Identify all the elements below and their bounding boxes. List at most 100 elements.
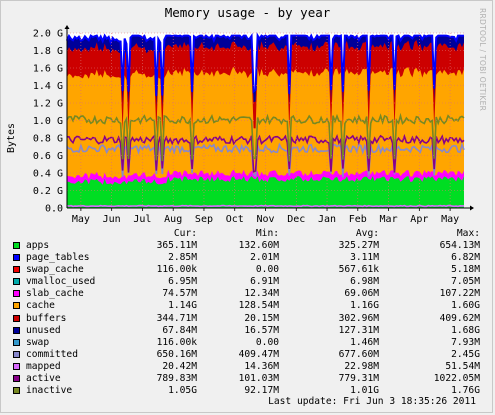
legend-min: 6.91M [250, 276, 279, 288]
legend-max: 5.18M [451, 264, 480, 276]
legend-swatch [13, 242, 20, 249]
legend-cur: 1.14G [168, 300, 197, 312]
legend-cur: 2.85M [168, 252, 197, 264]
x-axis-arrow [470, 205, 474, 211]
legend-name: mapped [26, 360, 61, 372]
x-tick-label: Jan [318, 214, 336, 225]
legend-cur: 116.00k [156, 336, 197, 348]
legend-name: apps [26, 240, 50, 251]
y-tick-label: 1.8 G [33, 46, 63, 57]
legend-min: 12.34M [244, 288, 279, 300]
line-committed [66, 142, 465, 178]
y-tick-label: 1.6 G [33, 64, 63, 75]
legend-min: 20.15M [244, 312, 279, 324]
legend-cur: 344.71M [156, 312, 197, 324]
legend-avg: 302.96M [338, 312, 379, 324]
y-tick-label: 0.8 G [33, 134, 63, 145]
y-axis-label: Bytes [6, 123, 17, 153]
legend-header-cur: Cur: [173, 228, 197, 239]
legend-swatch [13, 266, 20, 274]
legend-min: 92.17M [244, 385, 279, 397]
legend-avg: 567.61k [338, 264, 379, 276]
x-tick-label: Sep [195, 214, 213, 225]
y-tick-label: 2.0 G [33, 29, 63, 40]
line-mapped [66, 204, 464, 208]
legend-name: vmalloc_used [26, 276, 96, 288]
y-tick-label: 0.6 G [33, 151, 63, 162]
legend-swatch [13, 278, 20, 286]
legend-swatch [13, 314, 20, 322]
legend-min: 409.47M [238, 348, 279, 360]
legend-min: 0.00 [255, 264, 279, 276]
legend-avg: 22.98M [344, 360, 379, 372]
legend-name: committed [26, 348, 78, 360]
legend-max: 51.54M [445, 360, 480, 372]
legend-avg: 1.01G [350, 385, 379, 397]
legend-cur: 6.95M [168, 276, 197, 288]
y-tick-label: 1.0 G [33, 116, 63, 127]
legend-min: 16.57M [244, 324, 279, 336]
x-tick-label: Dec [287, 214, 305, 225]
legend-name: cache [26, 300, 55, 312]
chart-title: Memory usage - by year [164, 5, 331, 20]
legend-swatch [13, 350, 20, 358]
x-tick-label: Feb [349, 214, 367, 225]
x-tick-label: Aug [164, 214, 182, 225]
line-inactive [66, 112, 465, 162]
legend-min: 2.01M [250, 252, 279, 264]
legend-max: 1022.05M [433, 373, 480, 385]
rrdtool-credit: RRDTOOL / TOBI OETIKER [478, 8, 487, 112]
line-active [67, 133, 465, 173]
legend-name: inactive [26, 385, 73, 397]
x-tick-label: Oct [226, 214, 244, 225]
legend-name: swap [26, 336, 50, 348]
legend-header-max: Max: [456, 228, 480, 239]
legend-cur: 20.42M [162, 360, 197, 372]
legend-avg: 325.27M [338, 240, 379, 251]
legend-max: 654.13M [439, 240, 480, 251]
legend-cur: 789.83M [156, 373, 197, 385]
legend-max: 2.45G [451, 348, 480, 360]
legend-max: 1.76G [451, 385, 480, 397]
legend-cur: 74.57M [162, 288, 197, 300]
legend-swatch [13, 302, 20, 310]
legend-swatch [13, 338, 20, 346]
legend-min: 132.60M [238, 240, 279, 251]
legend-swatch [13, 326, 20, 334]
legend-cur: 116.00k [156, 264, 197, 276]
y-tick-label: 1.2 G [33, 99, 63, 110]
legend-max: 7.05M [451, 276, 480, 288]
legend-name: slab_cache [26, 288, 84, 300]
legend-cur: 365.11M [156, 240, 197, 251]
legend-header-min: Min: [255, 228, 279, 239]
y-tick-label: 0.2 G [33, 186, 63, 197]
y-axis-arrow [64, 25, 70, 29]
legend-min: 14.36M [244, 360, 279, 372]
legend-avg: 6.98M [350, 276, 379, 288]
legend-min: 101.03M [238, 373, 279, 385]
legend-avg: 1.16G [350, 300, 379, 312]
legend-avg: 69.06M [344, 288, 379, 300]
y-tick-label: 0.0 [45, 204, 63, 215]
legend-avg: 1.46M [350, 336, 379, 348]
x-tick-label: May [441, 214, 459, 225]
x-tick-label: May [72, 214, 90, 225]
x-tick-label: Jul [133, 214, 151, 225]
legend-max: 7.93M [451, 336, 480, 348]
legend-max: 107.22M [439, 288, 480, 300]
y-tick-label: 1.4 G [33, 81, 63, 92]
legend-avg: 779.31M [338, 373, 379, 385]
legend-name: page_tables [26, 252, 90, 264]
legend-max: 1.60G [451, 300, 480, 312]
legend-name: swap_cache [26, 264, 84, 276]
legend-avg: 127.31M [338, 324, 379, 336]
last-update: Last update: Fri Jun 3 18:35:26 2011 [268, 396, 476, 407]
legend-swatch [13, 254, 20, 262]
legend-swatch [13, 375, 20, 383]
legend-name: unused [26, 324, 61, 336]
legend-max: 1.68G [451, 324, 480, 336]
legend-swatch [13, 362, 20, 370]
legend-name: buffers [26, 312, 67, 324]
legend-swatch [13, 290, 20, 298]
